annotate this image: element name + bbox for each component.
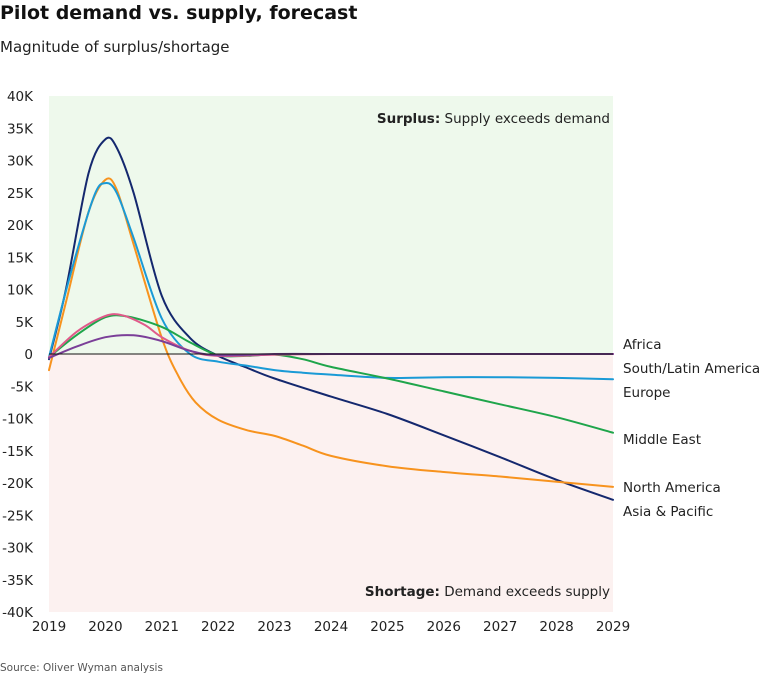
y-tick-label: 30K [7,154,34,170]
series-label-middle-east: Middle East [623,432,701,448]
series-label-europe: Europe [623,385,670,401]
series-label-africa: Africa [623,337,662,353]
series-line-europe [48,182,614,381]
y-tick-label: -25K [2,508,34,524]
y-tick-label: -10K [2,412,34,428]
series-labels: Africa South/Latin America Europe Middle Ea… [623,337,760,520]
x-axis-ticks: 2019 2020 2021 2022 2023 2024 2025 2026 2027 2028… [32,619,630,635]
y-tick-label: 20K [7,218,34,234]
y-tick-label: 0 [24,347,33,363]
surplus-annotation: Surplus: Supply exceeds demand [377,111,610,127]
x-tick-label: 2026 [427,619,461,635]
y-tick-label: -20K [2,476,34,492]
series-label-south-latin-america: South/Latin America [623,361,760,377]
series-line-north-america [48,177,614,488]
shortage-annotation: Shortage: Demand exceeds supply [365,584,610,600]
source-note: Source: Oliver Wyman analysis [0,662,163,674]
surplus-annotation-text: Supply exceeds demand [440,111,610,127]
series-label-north-america: North America [623,480,721,496]
surplus-annotation-bold: Surplus: [377,111,440,127]
y-tick-label: -40K [2,605,34,621]
y-tick-label: 35K [7,121,34,137]
x-tick-label: 2019 [32,619,66,635]
chart-subtitle: Magnitude of surplus/shortage [0,38,230,56]
y-tick-label: 5K [16,315,35,331]
y-tick-label: 25K [7,186,34,202]
x-tick-label: 2025 [370,619,404,635]
x-tick-label: 2022 [201,619,235,635]
y-tick-label: -5K [11,379,34,395]
x-tick-label: 2029 [596,619,630,635]
x-tick-label: 2023 [257,619,291,635]
x-tick-label: 2020 [88,619,122,635]
x-tick-label: 2021 [145,619,179,635]
chart-title: Pilot demand vs. supply, forecast [0,2,358,24]
series-label-asia-pacific: Asia & Pacific [623,504,713,520]
y-tick-label: -30K [2,541,34,557]
y-axis-ticks: 40K 35K 30K 25K 20K 15K 10K 5K 0 -5K -10K -15K -20K -… [2,89,34,621]
shortage-annotation-text: Demand exceeds supply [440,584,610,600]
series-lines [48,136,614,501]
x-tick-label: 2024 [314,619,348,635]
shortage-annotation-bold: Shortage: [365,584,440,600]
y-tick-label: 40K [7,89,34,105]
y-tick-label: -35K [2,573,34,589]
y-tick-label: 10K [7,283,34,299]
x-tick-label: 2028 [539,619,573,635]
shortage-region [49,354,613,612]
y-tick-label: 15K [7,250,34,266]
y-tick-label: -15K [2,444,34,460]
x-tick-label: 2027 [483,619,517,635]
surplus-region [49,96,613,354]
